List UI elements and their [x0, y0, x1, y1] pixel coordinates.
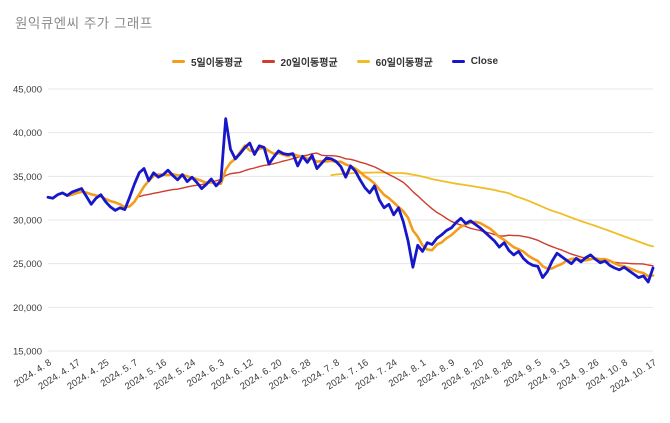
series-line-ma5 [65, 144, 655, 278]
legend-item-ma5[interactable]: 5일이동평균 [171, 54, 243, 69]
legend-swatch-icon [171, 60, 185, 63]
y-tick-label: 15,000 [13, 347, 42, 358]
legend-label: 60일이동평균 [375, 58, 433, 69]
series-line-ma20 [138, 152, 654, 267]
legend-label: 5일이동평균 [190, 58, 243, 69]
y-tick-label: 25,000 [13, 259, 42, 270]
legend-swatch-icon [451, 60, 465, 63]
series-line-close [46, 117, 655, 284]
legend-label: 20일이동평균 [280, 58, 338, 69]
y-tick-label: 30,000 [13, 216, 42, 227]
legend-swatch-icon [261, 60, 275, 63]
chart-title: 원익큐엔씨 주가 그래프 [15, 16, 153, 31]
legend-item-ma20[interactable]: 20일이동평균 [261, 54, 338, 69]
y-tick-label: 40,000 [13, 128, 42, 139]
y-tick-label: 45,000 [13, 85, 42, 96]
legend-item-ma60[interactable]: 60일이동평균 [356, 54, 433, 69]
chart-legend: 5일이동평균 20일이동평균 60일이동평균 Close [0, 54, 670, 69]
legend-item-close[interactable]: Close [451, 56, 499, 67]
series-line-ma60 [330, 171, 654, 248]
y-tick-label: 20,000 [13, 303, 42, 314]
legend-swatch-icon [356, 60, 370, 63]
legend-label: Close [470, 56, 499, 67]
y-tick-label: 35,000 [13, 172, 42, 183]
